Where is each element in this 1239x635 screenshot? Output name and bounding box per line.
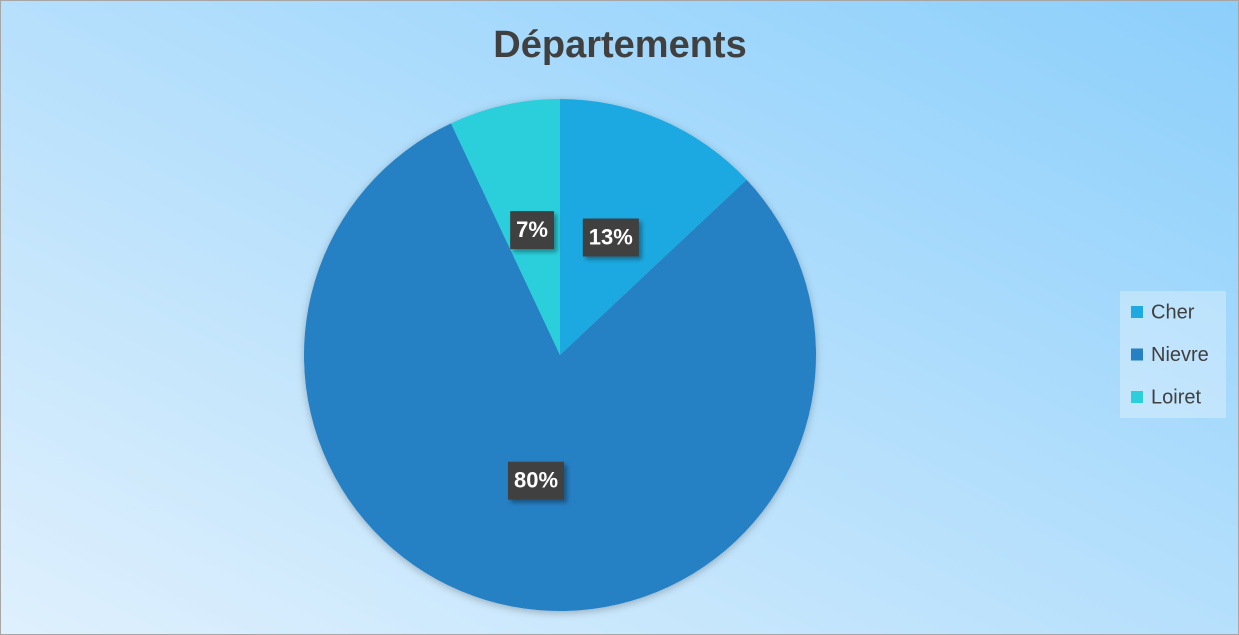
data-label: 7% — [510, 211, 554, 250]
data-labels: 13% 80% 7% — [507, 211, 639, 500]
legend-swatch — [1131, 348, 1143, 361]
legend-label: Cher — [1151, 301, 1195, 323]
data-label-box — [582, 218, 639, 257]
data-label: 80% — [507, 461, 565, 500]
legend-items: Cher Nievre Loiret — [1131, 301, 1209, 408]
pie — [303, 99, 816, 612]
pie-slice — [303, 123, 816, 612]
legend-label: Nievre — [1151, 344, 1209, 366]
chart-title: Départements — [493, 24, 746, 66]
pie-slice — [560, 99, 747, 355]
data-label-box — [510, 211, 554, 250]
data-label: 13% — [582, 218, 639, 257]
data-label-text: 7% — [516, 217, 548, 242]
legend-swatch — [1131, 306, 1143, 318]
legend-label: Loiret — [1151, 386, 1201, 408]
pie-slice — [451, 99, 560, 355]
data-label-text: 13% — [589, 224, 633, 249]
legend-swatch — [1131, 391, 1143, 403]
data-label-box — [507, 461, 565, 500]
data-label-text: 80% — [514, 468, 558, 493]
